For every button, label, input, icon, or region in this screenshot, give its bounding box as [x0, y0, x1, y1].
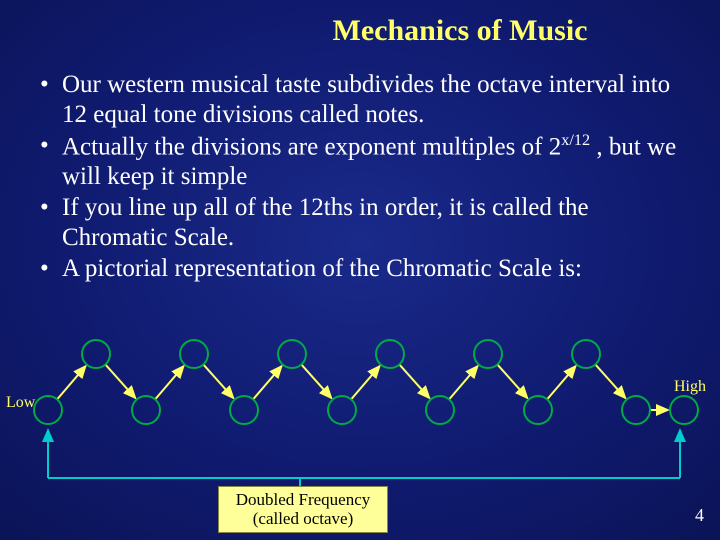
bullet-2: Actually the divisions are exponent mult… [62, 131, 680, 191]
freq-line-2: (called octave) [223, 510, 383, 529]
low-label: Low [6, 394, 35, 412]
freq-line-1: Doubled Frequency [223, 491, 383, 510]
frequency-box: Doubled Frequency (called octave) [218, 486, 388, 533]
bullet-3: If you line up all of the 12ths in order… [62, 193, 680, 252]
page-number: 4 [695, 505, 704, 526]
bullet-1: Our western musical taste subdivides the… [62, 70, 680, 129]
bullet-list: Our western musical taste subdivides the… [0, 48, 720, 284]
slide-title: Mechanics of Music [0, 0, 720, 48]
high-label: High [674, 378, 706, 396]
bullet-4: A pictorial representation of the Chroma… [62, 254, 680, 284]
